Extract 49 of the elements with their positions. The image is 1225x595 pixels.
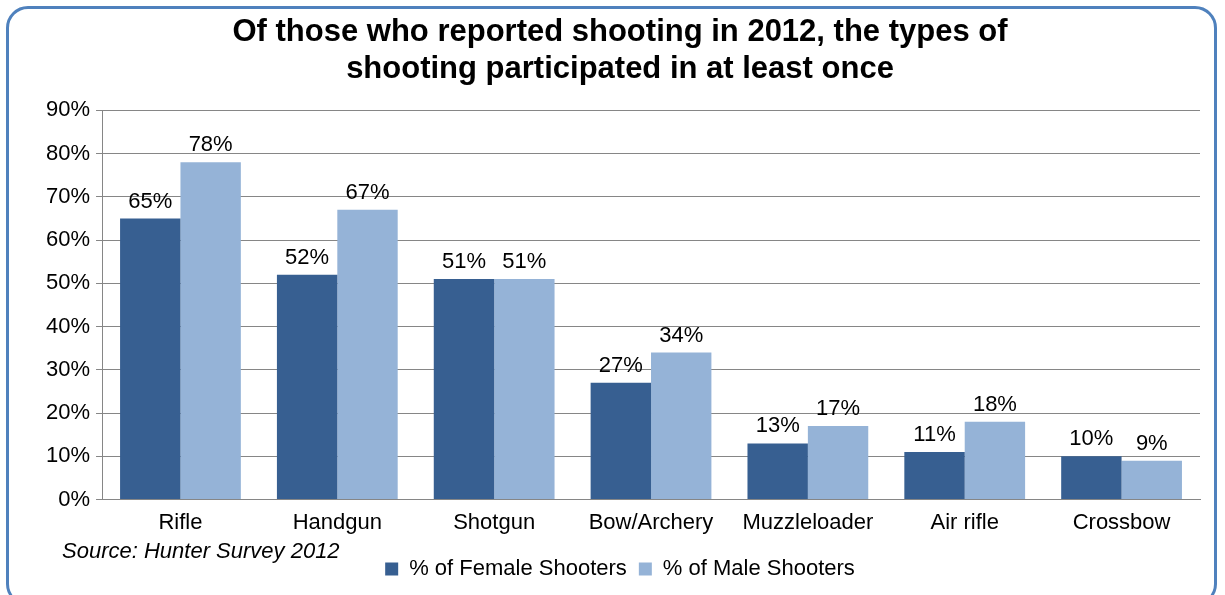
data-label: 52% [285,243,330,269]
bar [276,274,338,500]
data-label: 78% [188,131,233,157]
bar [590,382,652,500]
data-label: 67% [345,178,390,204]
y-tick-label: 30% [45,355,91,381]
bar [337,209,398,500]
y-tick-label: 60% [45,226,91,252]
y-tick-label: 90% [45,96,91,122]
y-tick-label: 10% [45,442,91,468]
data-label: 51% [502,248,547,274]
bar [964,421,1026,500]
y-tick-label: 40% [45,312,91,338]
y-tick-label: 80% [45,139,91,165]
chart-title: Of those who reported shooting in 2012, the types of shooting participated in at least once [232,13,1009,86]
bar [120,218,181,500]
legend-label: % of Male Shooters [662,555,855,581]
x-tick-label: Bow/Archery [588,508,714,534]
bar [1121,460,1182,500]
data-label: 10% [1069,425,1114,451]
x-tick-label: Shotgun [453,508,536,534]
bar [651,352,712,500]
y-tick-label: 0% [58,485,91,511]
x-tick-label: Handgun [292,508,382,534]
data-label: 17% [816,395,861,421]
data-label: 65% [128,187,173,213]
y-tick-label: 50% [45,269,91,295]
y-tick-label: 20% [45,399,91,425]
data-label: 51% [441,248,486,274]
x-tick-label: Crossbow [1072,508,1171,534]
data-label: 18% [972,390,1017,416]
source-note: Source: Hunter Survey 2012 [62,538,340,564]
x-tick-label: Muzzleloader [742,508,874,534]
bar [180,162,241,500]
x-tick-label: Rifle [158,508,203,534]
legend-label: % of Female Shooters [409,555,627,581]
bar [1061,456,1122,500]
bar [494,279,555,500]
bar [433,279,495,500]
bar [747,443,808,500]
data-label: 11% [913,421,956,447]
data-label: 13% [755,412,800,438]
data-label: 9% [1135,429,1168,455]
y-tick-label: 70% [45,182,91,208]
x-tick-label: Air rifle [930,508,999,534]
data-label: 27% [598,351,643,377]
bar [807,426,869,500]
bar [904,452,965,500]
data-label: 34% [659,321,704,347]
